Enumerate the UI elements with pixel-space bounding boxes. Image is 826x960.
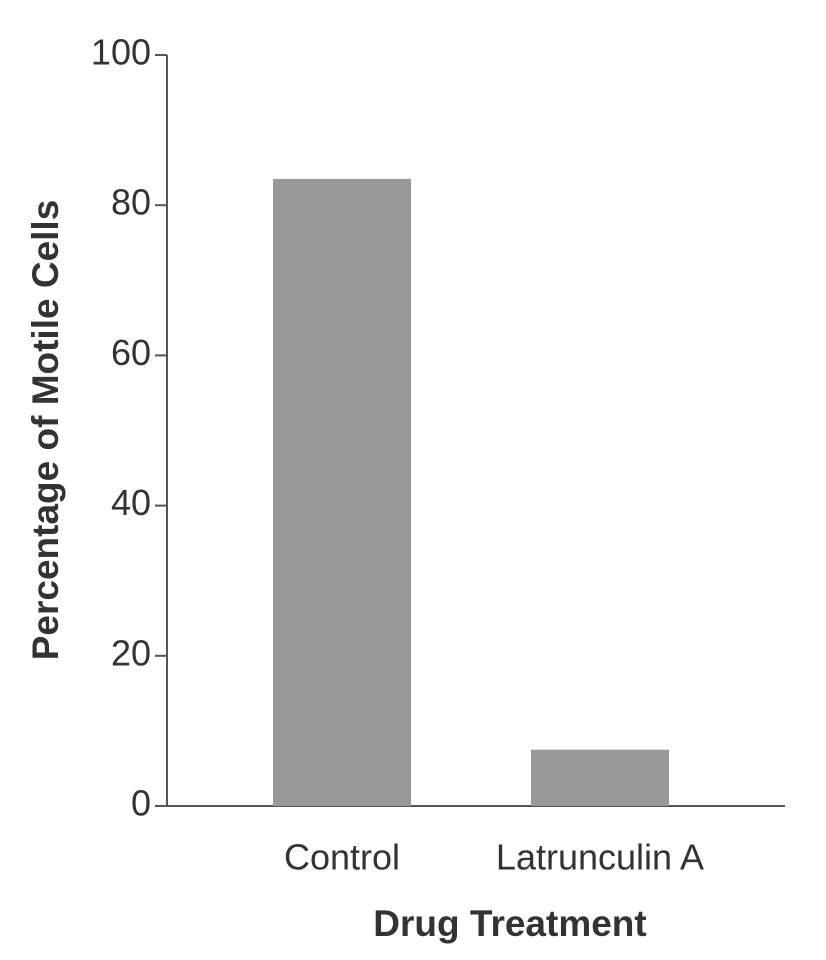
y-tick-label: 20 (111, 632, 151, 673)
x-tick-label: Latrunculin A (496, 837, 704, 878)
y-axis-label: Percentage of Motile Cells (25, 200, 66, 661)
bar (273, 178, 411, 807)
y-tick-label: 100 (91, 32, 151, 73)
y-tick-label: 0 (131, 783, 151, 824)
y-tick-label: 60 (111, 332, 151, 373)
y-tick-label: 40 (111, 482, 151, 523)
bar (531, 749, 669, 806)
y-tick-label: 80 (111, 182, 151, 223)
x-axis-label: Drug Treatment (373, 903, 646, 944)
x-tick-label: Control (284, 837, 400, 878)
